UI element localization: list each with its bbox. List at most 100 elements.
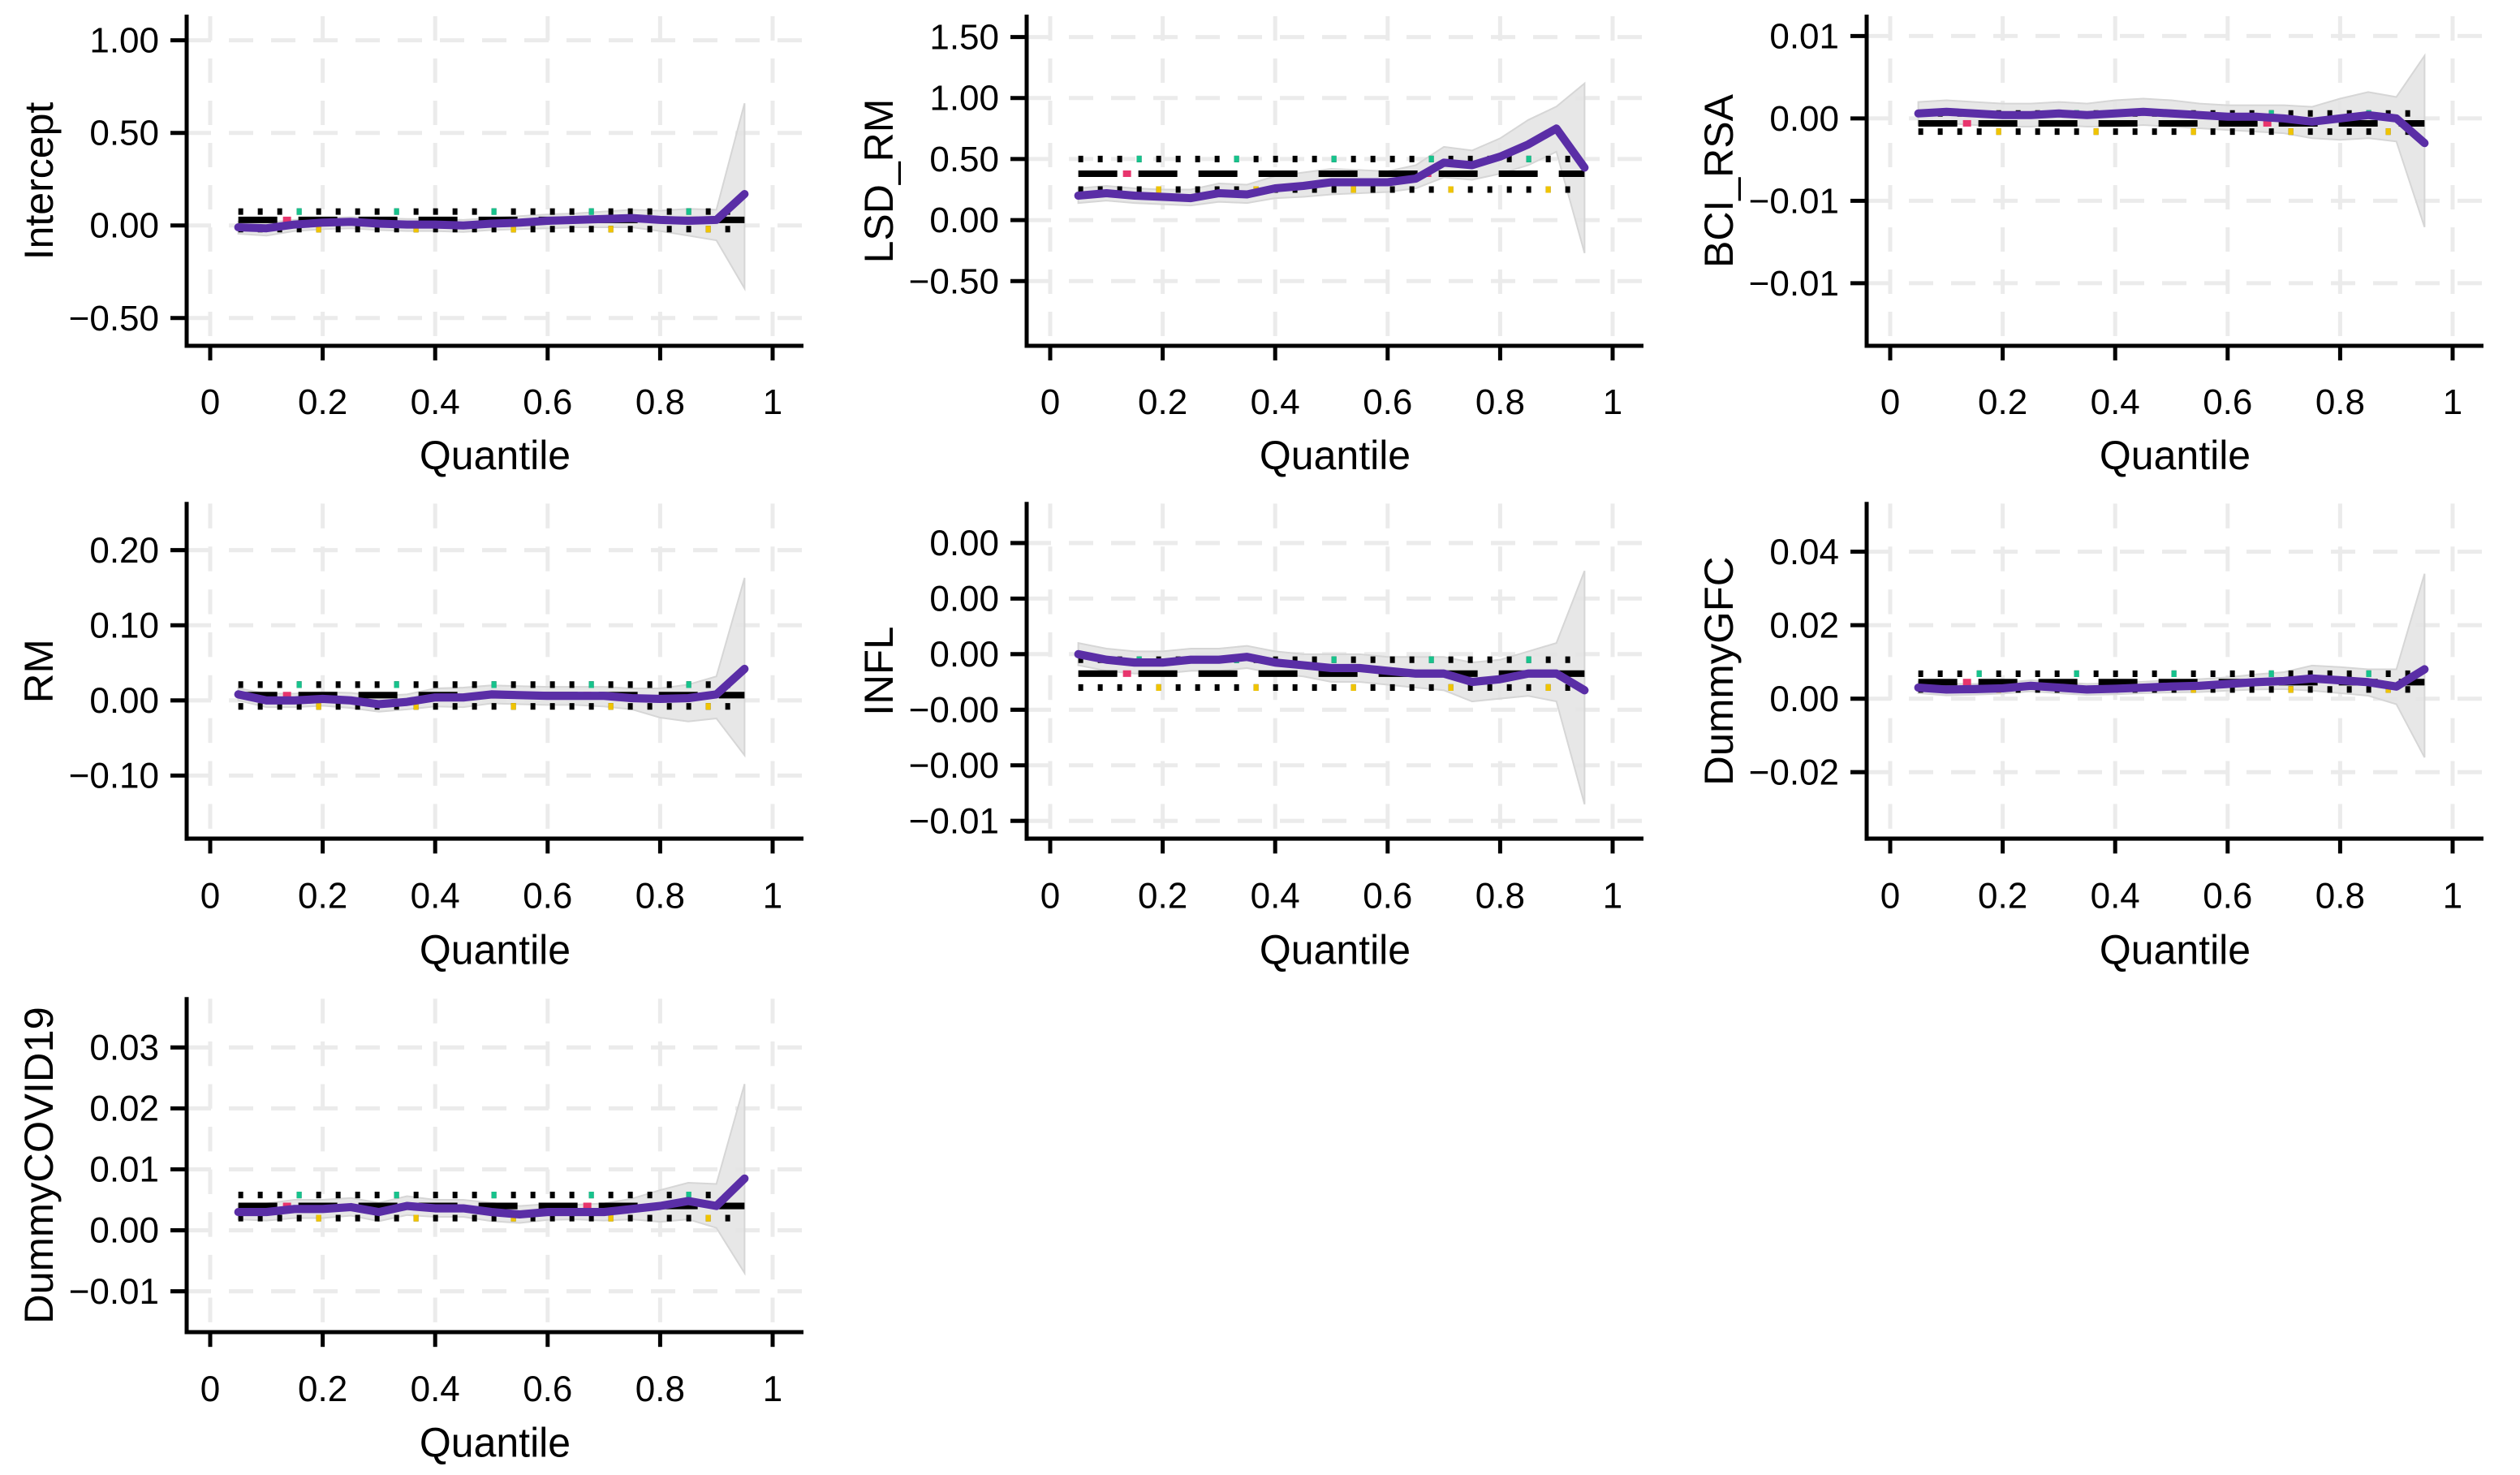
ci-band (1077, 81, 1586, 253)
y-tick-label: 0.00 (89, 1211, 159, 1251)
axes (1010, 502, 1643, 854)
x-tick-label: 0.6 (1363, 382, 1412, 422)
y-axis-title: INFL (855, 627, 902, 716)
x-tick-label: 0 (1040, 382, 1060, 422)
panel-intercept: 1.00 0.50 0.00 −0.50 0 0.2 0.4 0.6 0.8 1 Quantile I… (16, 15, 803, 478)
y-tick-label: −0.01 (1749, 181, 1839, 221)
axes (1010, 15, 1643, 360)
panel-infl: 0.00 0.00 0.00 −0.00 −0.00 −0.01 0 0.2 0.4 0.6 0.8… (855, 502, 1643, 973)
y-axis-title: RM (15, 639, 62, 703)
x-axis-title: Quantile (420, 433, 571, 478)
ci-band (1077, 570, 1586, 804)
x-tick-label: 0 (200, 876, 220, 916)
ci-band (237, 1084, 746, 1276)
x-tick-label: 0.4 (2091, 382, 2140, 422)
x-tick-label: 0.6 (523, 382, 572, 422)
x-tick-label: 1 (2443, 382, 2462, 422)
coef-panel-infl: 0.00 0.00 0.00 −0.00 −0.00 −0.01 0 0.2 0.4 0.6 0.8… (840, 487, 1680, 982)
y-tick-label: −0.02 (1749, 753, 1839, 792)
y-tick-label: 1.00 (929, 79, 999, 119)
x-tick-label: 0.6 (2203, 382, 2252, 422)
y-axis-title: Intercept (16, 102, 62, 261)
y-tick-label: 0.00 (929, 201, 999, 240)
x-axis-title: Quantile (420, 1419, 571, 1465)
y-tick-label: 0.00 (929, 635, 999, 675)
panel-labels: 0.03 0.02 0.01 0.00 −0.01 0 0.2 0.4 0.6 0.8 1 Quant… (15, 1007, 782, 1466)
panel-rm: 0.20 0.10 0.00 −0.10 0 0.2 0.4 0.6 0.8 1 Quantile R… (15, 502, 803, 973)
y-tick-label: 0.02 (1769, 606, 1839, 645)
axes (1850, 15, 2483, 360)
x-tick-label: 0.4 (2091, 876, 2140, 916)
qreg-line (234, 664, 749, 709)
y-tick-label: −0.00 (909, 690, 999, 730)
qreg-line (234, 1174, 749, 1219)
panel-bci-rsa: 0.01 0.00 −0.01 −0.01 0 0.2 0.4 0.6 0.8 1 Quantile… (1696, 15, 2483, 478)
coef-panel-intercept: 1.00 0.50 0.00 −0.50 0 0.2 0.4 0.6 0.8 1 Quantile I… (0, 0, 840, 487)
y-tick-label: −0.50 (69, 299, 159, 339)
ci-band (237, 102, 746, 291)
x-tick-label: 1 (763, 1369, 782, 1409)
y-tick-label: −0.01 (909, 801, 999, 841)
qreg-line (1074, 124, 1589, 203)
x-tick-label: 0.6 (523, 876, 572, 916)
x-tick-label: 0 (200, 1369, 220, 1409)
empty-cell (840, 982, 1680, 1475)
x-tick-label: 0.2 (1978, 382, 2027, 422)
y-axis-title: DummyCOVID19 (15, 1007, 62, 1324)
x-tick-label: 0.8 (1475, 876, 1525, 916)
y-tick-label: 0.20 (89, 531, 159, 571)
x-axis-title: Quantile (2100, 433, 2251, 478)
gridlines (1867, 16, 2483, 346)
axes (170, 502, 803, 854)
x-tick-label: 0.8 (1475, 382, 1525, 422)
x-axis-title: Quantile (1260, 926, 1411, 973)
x-tick-label: 1 (2443, 876, 2462, 916)
y-tick-label: 1.00 (89, 21, 159, 61)
panel-labels: 0.20 0.10 0.00 −0.10 0 0.2 0.4 0.6 0.8 1 Quantile R… (15, 531, 782, 973)
x-tick-label: 0.8 (635, 382, 685, 422)
ci-band (237, 577, 746, 758)
x-tick-label: 0.4 (411, 876, 460, 916)
x-tick-label: 0.8 (635, 1369, 685, 1409)
y-axis-title: DummyGFC (1695, 557, 1742, 786)
x-tick-label: 0.8 (2315, 876, 2365, 916)
axes (170, 997, 803, 1348)
y-tick-label: 0.10 (89, 606, 159, 645)
x-tick-label: 1 (763, 876, 782, 916)
y-tick-label: −0.01 (69, 1272, 159, 1312)
x-tick-label: 0 (1880, 382, 1900, 422)
x-tick-label: 1 (1603, 382, 1622, 422)
coef-panel-dummycovid19: 0.03 0.02 0.01 0.00 −0.01 0 0.2 0.4 0.6 0.8 1 Quant… (0, 982, 840, 1475)
panel-dummygfc: 0.04 0.02 0.00 −0.02 0 0.2 0.4 0.6 0.8 1 Quantile D… (1695, 502, 2483, 973)
y-tick-label: 0.00 (929, 524, 999, 563)
gridlines (187, 503, 803, 839)
panel-labels: 1.50 1.00 0.50 0.00 −0.50 0 0.2 0.4 0.6 0.8 1 Quant… (856, 18, 1622, 478)
coef-panel-lsd-rm: 1.50 1.00 0.50 0.00 −0.50 0 0.2 0.4 0.6 0.8 1 Quant… (840, 0, 1680, 487)
x-tick-label: 0.4 (411, 1369, 460, 1409)
coef-panel-dummygfc: 0.04 0.02 0.00 −0.02 0 0.2 0.4 0.6 0.8 1 Quantile D… (1680, 487, 2520, 982)
y-tick-label: 0.50 (89, 114, 159, 153)
y-tick-label: 0.00 (89, 206, 159, 246)
axes (1850, 502, 2483, 854)
y-tick-label: 0.02 (89, 1089, 159, 1128)
y-tick-label: 0.50 (929, 140, 999, 179)
ols-lines (1078, 656, 1585, 691)
y-tick-label: 0.04 (1769, 533, 1839, 572)
coef-panel-rm: 0.20 0.10 0.00 −0.10 0 0.2 0.4 0.6 0.8 1 Quantile R… (0, 487, 840, 982)
y-tick-label: 0.03 (89, 1028, 159, 1067)
ci-band (1917, 573, 2426, 758)
y-tick-label: −0.50 (909, 261, 999, 301)
ols-lines (1078, 155, 1585, 193)
x-tick-label: 0.8 (2315, 382, 2365, 422)
x-axis-title: Quantile (420, 926, 571, 973)
panel-lsd-rm: 1.50 1.00 0.50 0.00 −0.50 0 0.2 0.4 0.6 0.8 1 Quant… (856, 15, 1643, 478)
x-tick-label: 0.8 (635, 876, 685, 916)
x-tick-label: 0.4 (1251, 876, 1300, 916)
gridlines (1867, 503, 2483, 839)
ols-lines (1918, 110, 2425, 136)
y-tick-label: 0.01 (89, 1149, 159, 1189)
x-tick-label: 0.2 (298, 1369, 347, 1409)
x-tick-label: 1 (763, 382, 782, 422)
x-tick-label: 0.4 (1251, 382, 1300, 422)
